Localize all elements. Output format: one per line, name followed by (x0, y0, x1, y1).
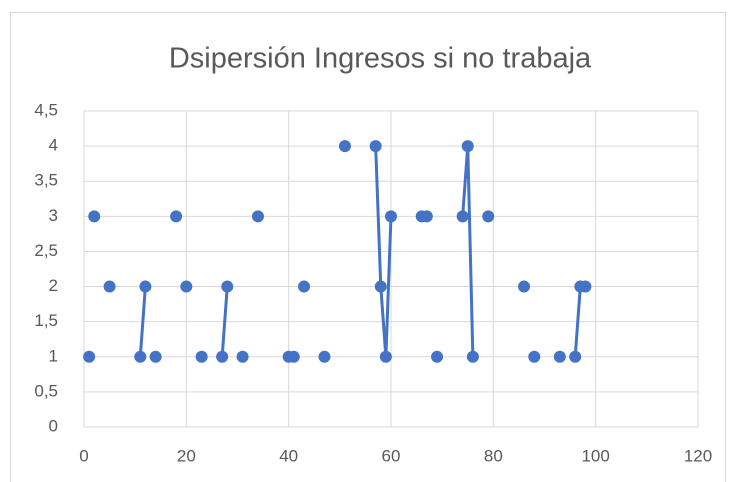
chart-title: Dsipersión Ingresos si no trabaja (169, 43, 592, 75)
data-point (236, 350, 249, 363)
data-point (518, 280, 531, 293)
data-point (461, 140, 474, 153)
y-tick-label: 0,5 (34, 381, 58, 400)
y-tick-label: 3,5 (34, 171, 58, 190)
y-tick-label: 2 (49, 276, 58, 295)
data-point (482, 210, 495, 223)
data-point (528, 350, 541, 363)
data-point (318, 350, 331, 363)
data-point (287, 350, 300, 363)
data-point (466, 350, 479, 363)
series-line (138, 286, 147, 357)
data-point (180, 280, 193, 293)
data-point (579, 280, 592, 293)
data-point (139, 280, 152, 293)
data-point (379, 350, 392, 363)
series-line (220, 286, 229, 357)
data-point (103, 280, 116, 293)
x-tick-label: 100 (581, 446, 609, 465)
y-tick-label: 4 (49, 136, 58, 155)
x-tick-label: 0 (79, 446, 88, 465)
data-point (149, 350, 162, 363)
y-tick-label: 0 (49, 416, 58, 435)
data-point (553, 350, 566, 363)
data-point (221, 280, 234, 293)
data-point (195, 350, 208, 363)
data-point (298, 280, 311, 293)
y-tick-label: 2,5 (34, 241, 58, 260)
data-point (385, 210, 397, 223)
data-point (456, 210, 469, 223)
data-point (338, 140, 351, 153)
x-tick-label: 40 (279, 446, 298, 465)
y-tick-label: 4,5 (34, 100, 58, 119)
x-tick-label: 80 (484, 446, 503, 465)
x-tick-label: 60 (382, 446, 401, 465)
x-tick-label: 20 (177, 446, 196, 465)
x-tick-label: 120 (684, 446, 712, 465)
data-point (216, 350, 229, 363)
data-point (88, 210, 101, 223)
data-point (134, 350, 147, 363)
y-tick-label: 1 (49, 346, 58, 365)
data-point (431, 350, 444, 363)
series-line (374, 146, 393, 357)
data-point (251, 210, 264, 223)
data-point (420, 210, 433, 223)
y-tick-label: 3 (49, 206, 58, 225)
chart-border (10, 12, 726, 482)
y-tick-label: 1,5 (34, 311, 58, 330)
data-point (569, 350, 582, 363)
data-point (83, 350, 96, 363)
data-point (369, 140, 382, 153)
data-point (170, 210, 183, 223)
data-point (374, 280, 387, 293)
